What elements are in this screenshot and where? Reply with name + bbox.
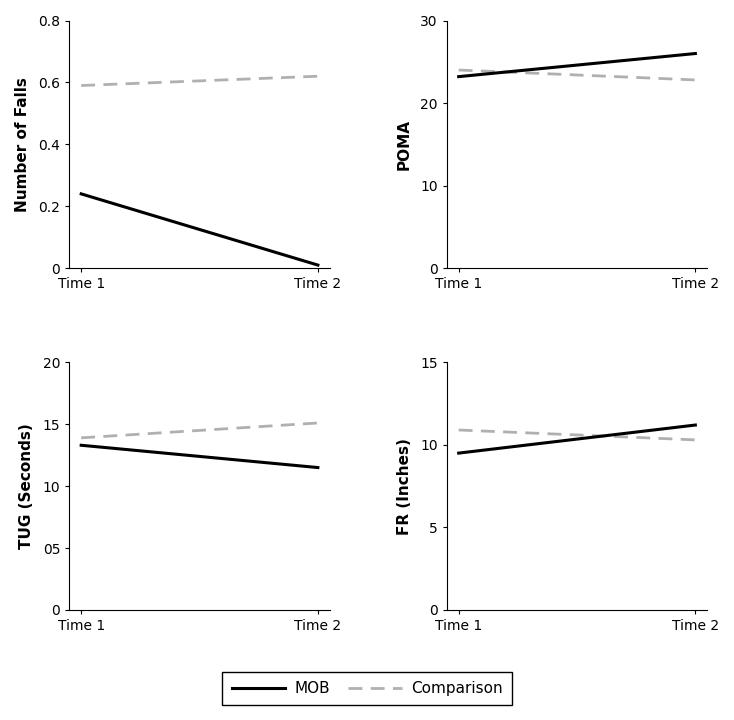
Y-axis label: POMA: POMA [397, 119, 412, 170]
Legend: MOB, Comparison: MOB, Comparison [222, 672, 512, 705]
Y-axis label: Number of Falls: Number of Falls [15, 77, 30, 212]
Y-axis label: TUG (Seconds): TUG (Seconds) [19, 423, 34, 549]
Y-axis label: FR (Inches): FR (Inches) [397, 438, 412, 534]
